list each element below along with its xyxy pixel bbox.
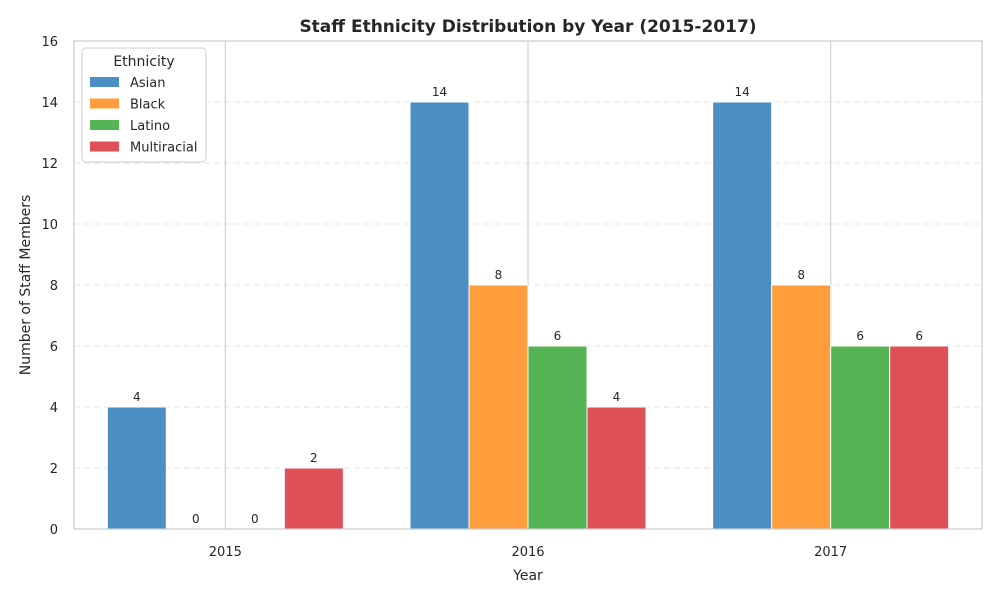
y-tick-label: 16 [41, 35, 58, 50]
data-label: 4 [613, 390, 621, 404]
data-label: 0 [192, 512, 200, 526]
plot-frame [73, 40, 983, 530]
data-label: 8 [495, 268, 503, 282]
x-tick-label: 2017 [814, 545, 847, 560]
y-tick-label: 10 [41, 218, 58, 233]
data-label: 8 [797, 268, 805, 282]
bar-asian [712, 101, 773, 530]
bar-multiracial [889, 345, 950, 530]
y-tick-label: 14 [41, 96, 58, 111]
legend: Ethnicity Asian Black Latino Multiracial [81, 47, 207, 163]
data-label: 2 [310, 451, 318, 465]
y-tick-label: 6 [50, 340, 58, 355]
bar-latino [527, 345, 588, 530]
data-label: 6 [856, 329, 864, 343]
data-label: 4 [133, 390, 141, 404]
legend-title: Ethnicity [113, 54, 174, 70]
legend-label-multiracial: Multiracial [130, 141, 197, 156]
legend-box [81, 47, 207, 163]
data-label: 14 [432, 85, 447, 99]
data-label: 6 [554, 329, 562, 343]
x-tick-label: 2016 [511, 545, 544, 560]
bar-asian [409, 101, 470, 530]
legend-swatch-multiracial [90, 141, 119, 152]
data-labels-group: 4 14 14 0 8 8 0 6 6 2 4 6 [133, 85, 923, 526]
legend-swatch-latino [90, 120, 119, 130]
y-tick-label: 8 [50, 279, 58, 294]
axis-ticks-group: 0 2 4 6 8 10 12 14 16 2015 2016 2017 [41, 35, 847, 560]
data-label: 0 [251, 512, 259, 526]
bar-asian [106, 406, 167, 530]
bar-black [771, 284, 832, 530]
legend-label-asian: Asian [130, 76, 165, 91]
bar-multiracial [586, 406, 647, 530]
x-axis-label: Year [512, 568, 543, 584]
y-tick-label: 0 [50, 523, 58, 538]
y-tick-label: 2 [50, 462, 58, 477]
bar-black [468, 284, 529, 530]
data-label: 6 [915, 329, 923, 343]
bars-group [106, 101, 950, 530]
y-axis-label: Number of Staff Members [18, 195, 34, 376]
y-tick-label: 12 [41, 157, 58, 172]
bar-multiracial [283, 467, 344, 530]
y-tick-label: 4 [50, 401, 58, 416]
chart-title: Staff Ethnicity Distribution by Year (20… [299, 17, 756, 37]
legend-label-black: Black [130, 98, 166, 113]
legend-label-latino: Latino [130, 119, 170, 134]
bar-latino [830, 345, 891, 530]
x-tick-label: 2015 [209, 545, 242, 560]
legend-swatch-asian [90, 77, 119, 87]
data-label: 14 [735, 85, 750, 99]
legend-swatch-black [90, 98, 119, 109]
